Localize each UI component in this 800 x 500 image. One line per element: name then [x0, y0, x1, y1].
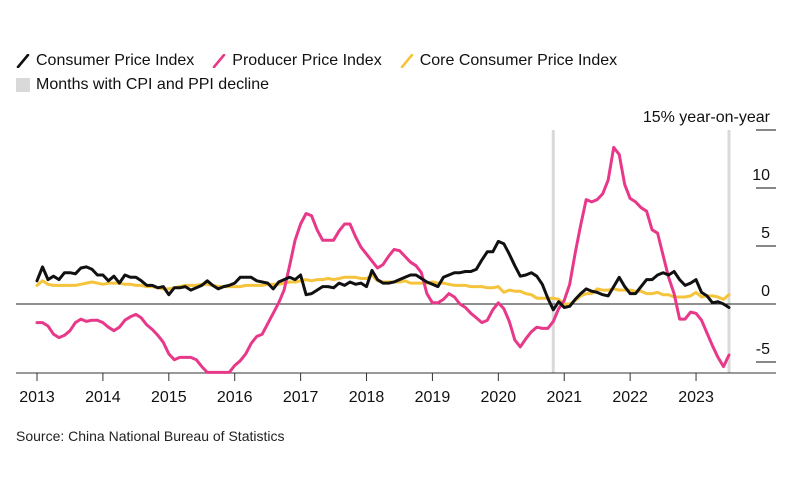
y-tick-label: 15% year-on-year [643, 109, 771, 126]
legend-series: Consumer Price Index Producer Price Inde… [16, 52, 635, 70]
y-tick-label: 0 [761, 283, 770, 300]
gray-square-icon [16, 78, 30, 92]
y-tick-label: 10 [752, 167, 770, 184]
x-tick-label: 2021 [546, 389, 582, 406]
legend-shading: Months with CPI and PPI decline [16, 76, 287, 94]
decline-shade-1 [727, 130, 731, 373]
legend-label-core-cpi: Core Consumer Price Index [419, 52, 618, 69]
legend-label-decline-months: Months with CPI and PPI decline [36, 76, 270, 93]
x-tick-label: 2018 [349, 389, 385, 406]
legend-label-cpi: Consumer Price Index [36, 52, 195, 69]
y-tick-label: 5 [761, 225, 770, 242]
legend-label-ppi: Producer Price Index [232, 52, 382, 69]
x-tick-label: 2013 [19, 389, 55, 406]
x-tick-label: 2016 [217, 389, 253, 406]
x-tick-label: 2022 [612, 389, 648, 406]
x-tick-label: 2014 [85, 389, 121, 406]
slash-line-icon [16, 54, 30, 68]
ppi-line [35, 145, 731, 374]
x-tick-label: 2017 [283, 389, 319, 406]
x-tick-label: 2023 [678, 389, 714, 406]
legend-item-core-cpi: Core Consumer Price Index [400, 52, 617, 70]
slash-line-icon [400, 54, 414, 68]
slash-line-icon [212, 54, 226, 68]
decline-shade-0 [551, 130, 555, 373]
x-tick-label: 2015 [151, 389, 187, 406]
y-tick-label: -5 [756, 341, 770, 358]
legend-item-decline-months: Months with CPI and PPI decline [16, 76, 269, 94]
source-note: Source: China National Bureau of Statist… [16, 428, 285, 444]
x-tick-label: 2020 [481, 389, 517, 406]
legend-item-cpi: Consumer Price Index [16, 52, 194, 70]
legend-item-ppi: Producer Price Index [212, 52, 382, 70]
cpi-line [35, 239, 731, 312]
x-tick-label: 2019 [415, 389, 451, 406]
